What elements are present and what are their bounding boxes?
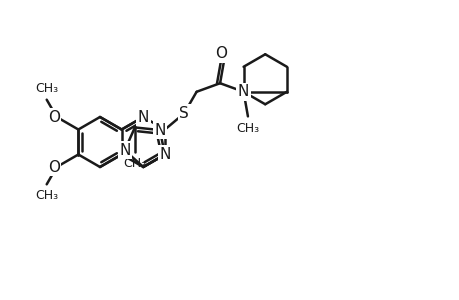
Text: CH₃: CH₃ (35, 189, 58, 202)
Text: CH₃: CH₃ (236, 122, 259, 135)
Text: N: N (154, 122, 165, 137)
Text: N: N (137, 110, 149, 124)
Text: O: O (215, 46, 227, 61)
Text: CH₃: CH₃ (35, 82, 58, 95)
Text: N: N (159, 147, 170, 162)
Text: S: S (179, 106, 189, 121)
Text: O: O (48, 160, 60, 175)
Text: N: N (119, 143, 130, 158)
Text: N: N (237, 84, 249, 99)
Text: CH₃: CH₃ (123, 158, 146, 170)
Text: O: O (48, 110, 60, 124)
